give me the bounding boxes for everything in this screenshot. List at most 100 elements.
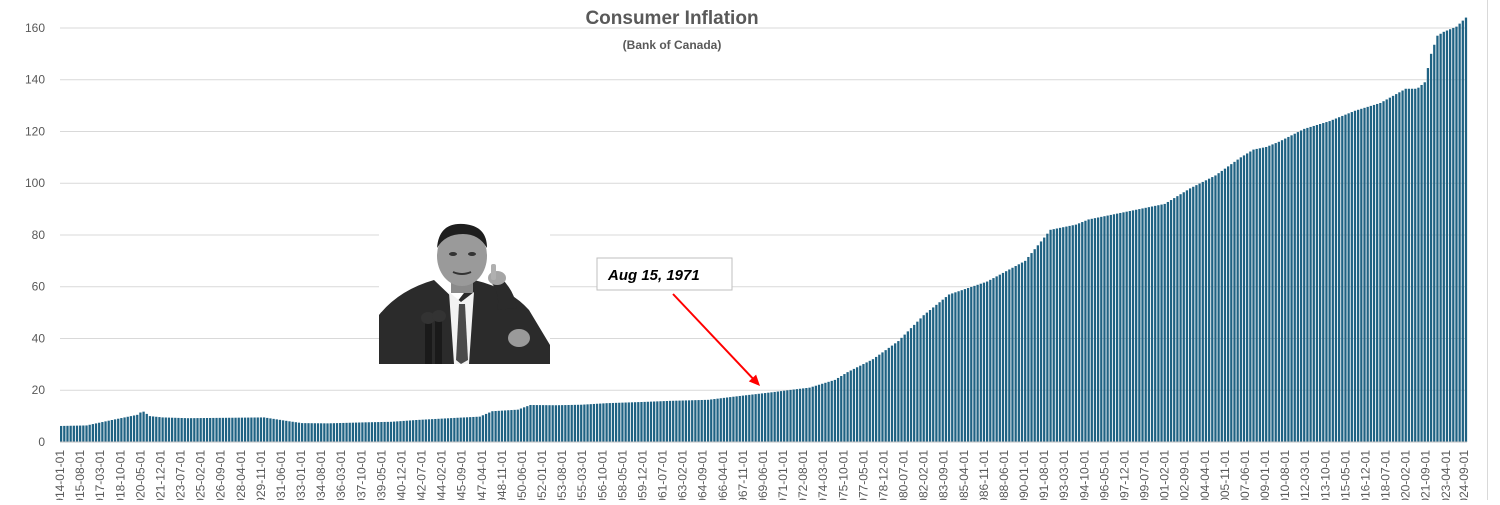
bar <box>925 312 929 442</box>
bar <box>405 420 408 442</box>
bar <box>760 393 764 442</box>
bar <box>256 417 259 442</box>
bar <box>377 422 380 442</box>
bar <box>871 359 875 442</box>
bar <box>637 402 640 442</box>
bar <box>304 423 307 442</box>
bar <box>868 360 871 442</box>
bar <box>431 419 434 442</box>
x-tick-label: 1975-10-01 <box>836 450 850 500</box>
bar <box>437 418 440 442</box>
bar <box>1138 209 1141 442</box>
bar <box>630 402 634 442</box>
bar <box>675 400 678 442</box>
bar <box>640 402 643 442</box>
bar <box>1160 204 1163 442</box>
bar <box>706 399 710 442</box>
bar <box>1020 262 1024 442</box>
bar <box>1353 110 1357 442</box>
bar <box>221 417 225 442</box>
bar <box>180 418 183 442</box>
bar <box>1284 138 1287 442</box>
bar <box>789 389 792 442</box>
bar <box>240 417 244 442</box>
bar <box>792 389 795 442</box>
bar <box>1204 180 1208 443</box>
x-tick-label: 1915-08-01 <box>73 450 87 500</box>
bar <box>1360 108 1363 442</box>
y-axis: 0 20 40 60 80 100 120 140 160 <box>25 21 45 449</box>
bar <box>751 394 754 442</box>
x-tick-label: 1988-06-01 <box>997 450 1011 500</box>
x-tick-label: 1982-02-01 <box>917 450 931 500</box>
bar <box>1062 227 1065 442</box>
bar <box>85 425 88 442</box>
bar <box>884 350 887 442</box>
bar <box>1144 207 1147 442</box>
bar <box>881 352 884 442</box>
x-tick-label: 1933-01-01 <box>294 450 308 500</box>
bar <box>209 417 212 442</box>
x-axis: 1914-01-01 1915-08-01 1917-03-01 1918-10-01… <box>53 450 1471 505</box>
x-tick-label: 1921-12-01 <box>153 450 167 500</box>
bar <box>719 398 722 442</box>
bar <box>1150 206 1154 442</box>
x-tick-label: 1926-09-01 <box>214 450 228 500</box>
bar <box>1093 218 1097 442</box>
bar <box>139 412 142 442</box>
bar <box>72 425 75 442</box>
x-tick-label: 1952-01-01 <box>535 450 549 500</box>
bar <box>412 420 415 442</box>
bar <box>1188 188 1192 442</box>
bar <box>342 422 345 442</box>
bar <box>1344 114 1347 442</box>
bar <box>1033 249 1036 442</box>
bar <box>1036 245 1040 442</box>
bar <box>1265 146 1268 443</box>
bar <box>621 402 624 442</box>
bar <box>66 425 69 442</box>
bar <box>1261 147 1265 442</box>
bar <box>735 396 738 442</box>
bar <box>313 423 316 442</box>
x-tick-label: 1978-12-01 <box>877 450 891 500</box>
bar <box>507 410 510 442</box>
bar <box>821 383 824 442</box>
bar <box>503 410 507 442</box>
bar <box>548 405 551 442</box>
bar <box>710 399 713 442</box>
bar <box>722 397 726 442</box>
bar <box>1369 105 1372 443</box>
x-tick-label: 1997-12-01 <box>1118 450 1132 500</box>
bar <box>190 418 193 442</box>
bar <box>982 282 986 442</box>
x-tick-label: 1942-07-01 <box>415 450 429 500</box>
x-tick-label: 1947-04-01 <box>475 450 489 500</box>
bar <box>602 403 605 442</box>
bar <box>1239 157 1242 442</box>
bar <box>1106 215 1109 442</box>
bar <box>1125 211 1128 442</box>
bar <box>1255 148 1258 443</box>
x-tick-label: 1923-07-01 <box>174 450 188 500</box>
bar <box>399 421 402 442</box>
bar <box>1274 143 1277 442</box>
bar <box>903 334 906 442</box>
bar <box>1455 26 1458 443</box>
bar <box>1039 241 1043 442</box>
bar <box>900 337 903 442</box>
x-tick-label: 2023-04-01 <box>1439 450 1453 500</box>
bar <box>1312 125 1315 443</box>
bar <box>703 399 707 442</box>
x-tick-label: 1985-04-01 <box>957 450 971 500</box>
bar <box>580 404 583 442</box>
bar <box>1258 148 1261 442</box>
bar <box>928 310 932 442</box>
x-tick-label: 2009-01-01 <box>1258 450 1272 500</box>
bar <box>1112 214 1116 442</box>
annotation: Aug 15, 1971 <box>596 257 760 386</box>
bar <box>1293 133 1296 442</box>
bar <box>145 413 148 442</box>
bar <box>1220 170 1223 443</box>
